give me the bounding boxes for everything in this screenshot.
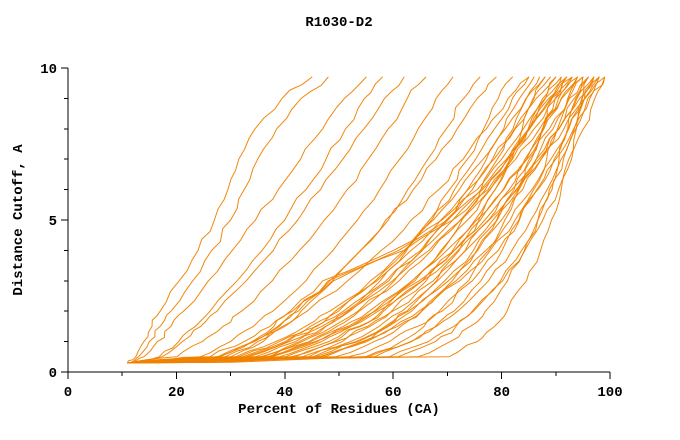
curve-line [127, 76, 551, 364]
curve-line [128, 76, 573, 364]
curve-line [127, 76, 557, 364]
curve-line [127, 76, 584, 364]
curve-line [127, 76, 530, 364]
x-axis-label: Percent of Residues (CA) [238, 402, 440, 418]
curve-line [127, 76, 313, 364]
y-tick-label: 0 [49, 366, 57, 382]
curve-line [127, 76, 481, 364]
curve-line [130, 76, 530, 364]
x-tick-label: 60 [385, 385, 402, 401]
curve-line [132, 76, 595, 364]
x-tick-label: 20 [168, 385, 185, 401]
curve-line [128, 76, 589, 364]
curve-line [133, 76, 562, 364]
axes: 0 20 40 60 80 100 0 5 10 [40, 62, 622, 401]
curve-line [132, 76, 546, 364]
y-axis-label: Distance Cutoff, A [11, 144, 27, 296]
curve-line [128, 76, 573, 364]
x-tick-label: 40 [276, 385, 293, 401]
plot-title: R1030-D2 [305, 15, 372, 31]
curve-line [130, 76, 578, 364]
curve-line [127, 76, 606, 364]
curve-line [127, 76, 513, 364]
curve-line [127, 76, 535, 364]
curve-line [127, 76, 427, 364]
curve-line [129, 76, 329, 364]
curve-line [128, 76, 383, 364]
x-tick-label: 100 [597, 385, 622, 401]
curve-line [128, 76, 606, 364]
curve-line [130, 76, 584, 364]
curve-line [135, 76, 606, 364]
curve-line [127, 76, 367, 364]
curve-line [127, 76, 600, 364]
curve-line [134, 76, 600, 364]
curve-line [129, 76, 600, 364]
curve-line [127, 76, 405, 364]
x-tick-label: 80 [493, 385, 510, 401]
curves-group [127, 76, 606, 364]
curve-line [128, 76, 454, 364]
y-tick-label: 10 [40, 62, 57, 78]
y-tick-label: 5 [49, 214, 57, 230]
curve-line [136, 76, 595, 364]
x-tick-label: 0 [64, 385, 72, 401]
curve-line [127, 76, 497, 364]
curve-line [127, 76, 568, 364]
curve-line [131, 76, 541, 364]
